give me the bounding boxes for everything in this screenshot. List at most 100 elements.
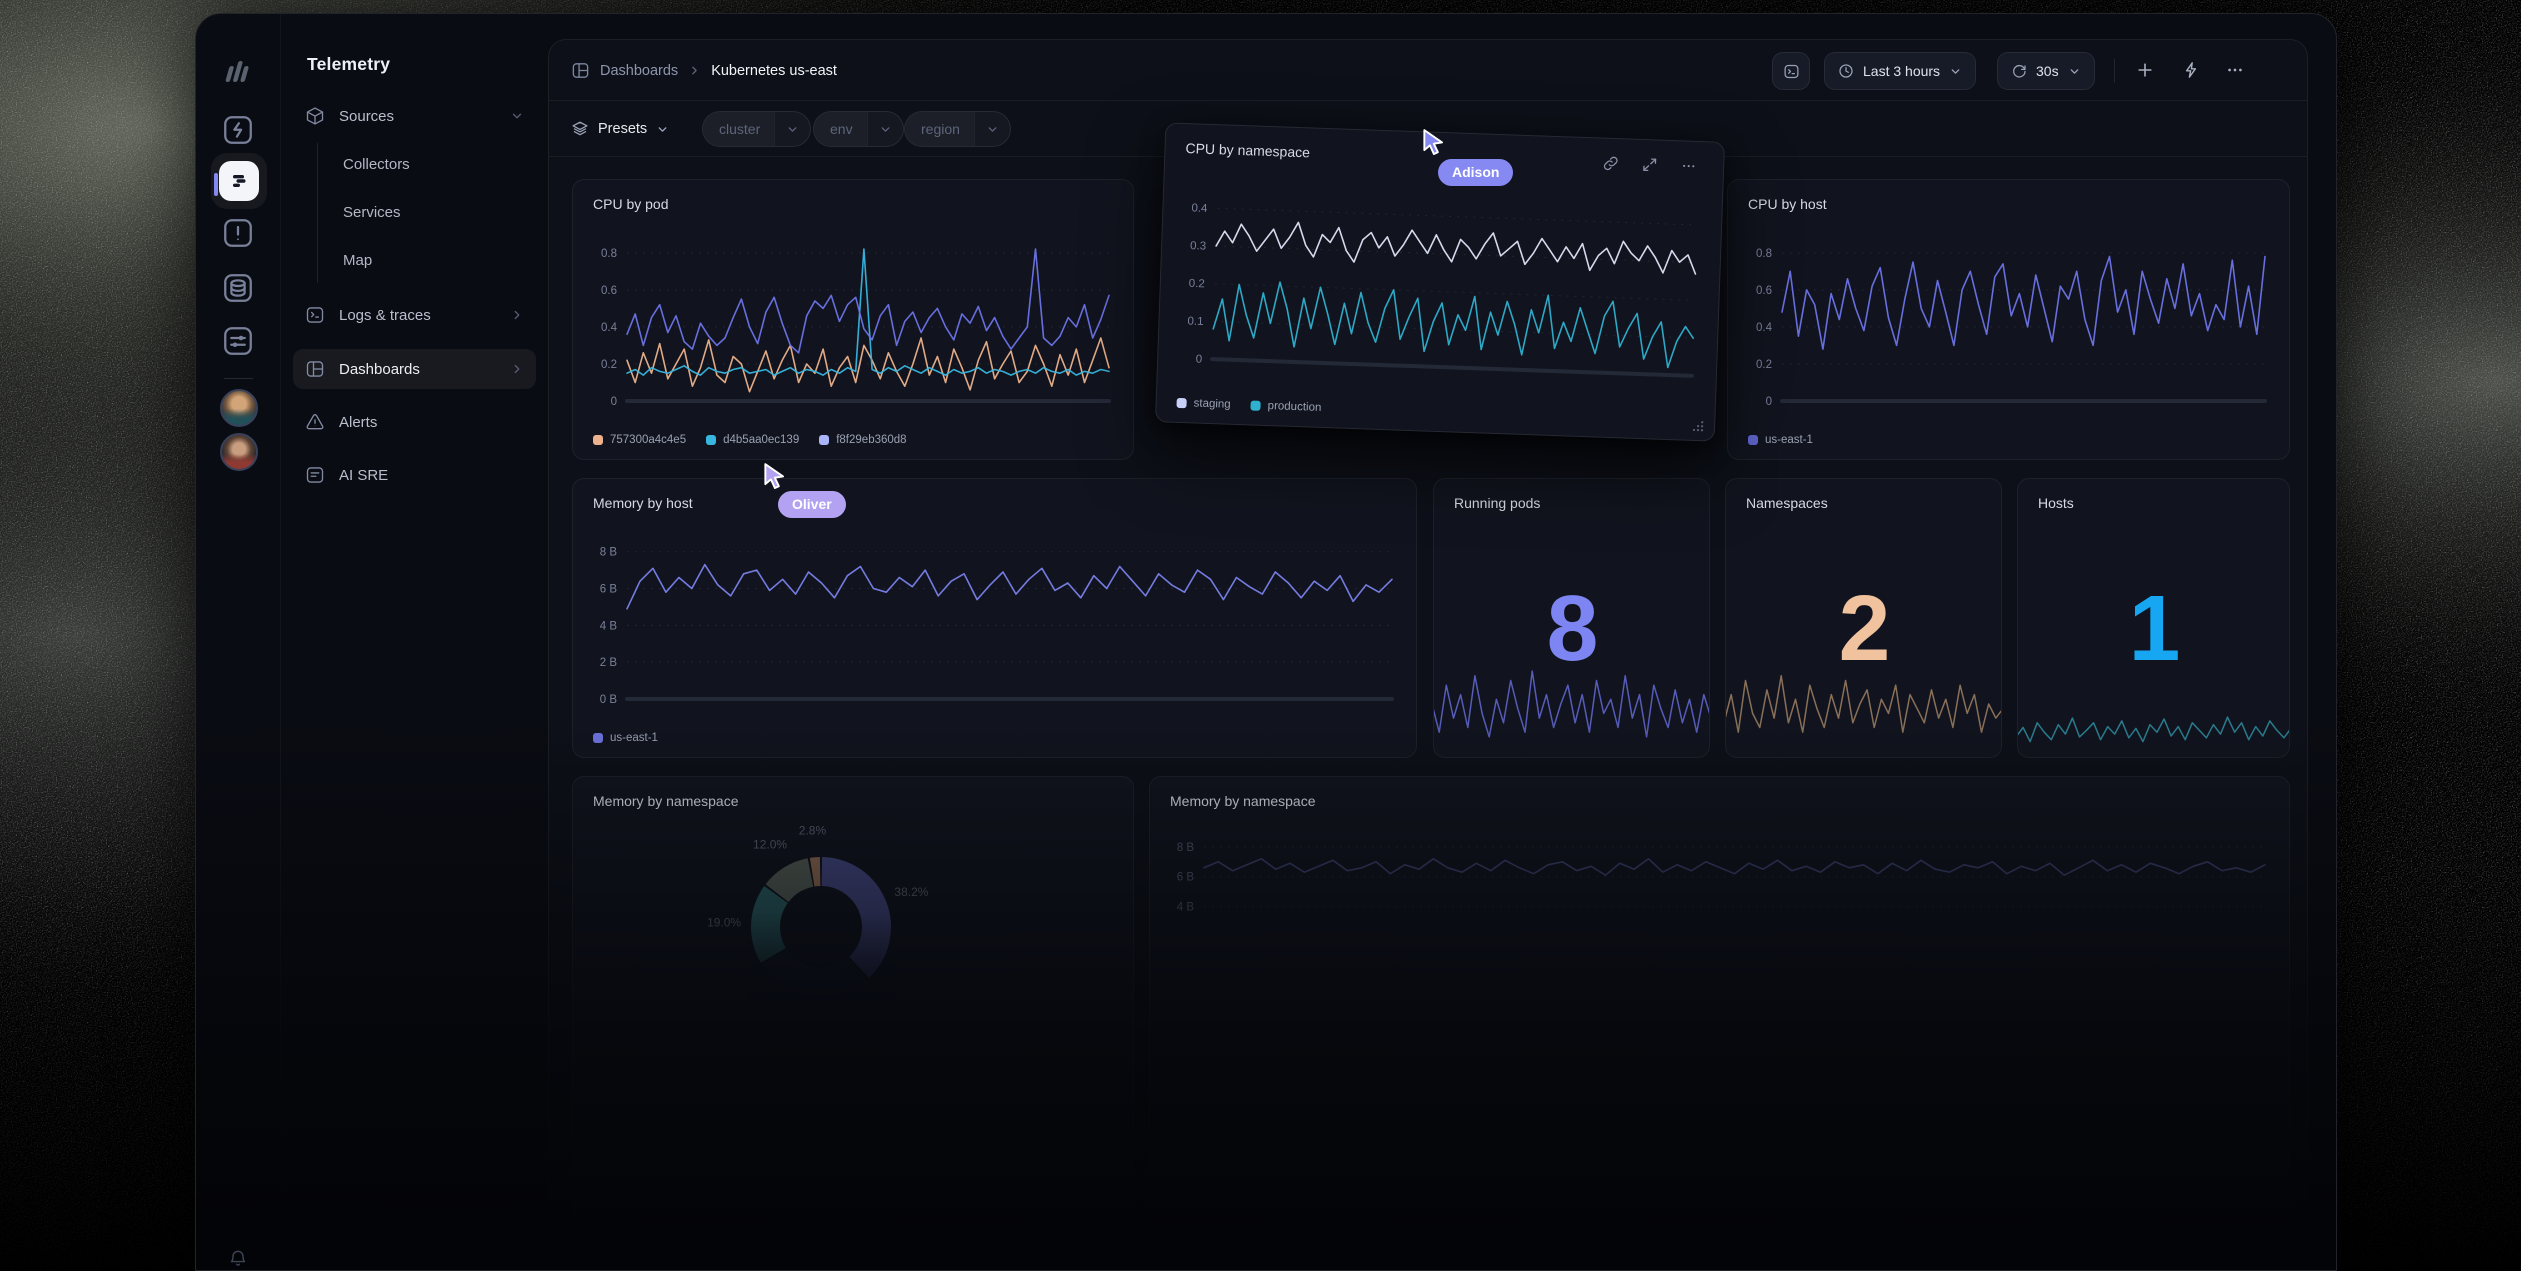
filter-chip-label: region (905, 112, 974, 146)
settings-sliders-icon[interactable] (220, 323, 256, 359)
svg-text:0.2: 0.2 (1756, 359, 1772, 371)
chevron-down-icon[interactable] (866, 112, 903, 146)
zap-button[interactable] (2182, 61, 2201, 80)
svg-text:0.6: 0.6 (1756, 285, 1772, 297)
svg-text:8 B: 8 B (1177, 842, 1195, 854)
panel-title: CPU by namespace (1185, 140, 1311, 161)
time-range-selector[interactable]: Last 3 hours (1824, 52, 1977, 90)
toolbar-divider (2114, 59, 2115, 83)
legend-item[interactable]: us-east-1 (593, 732, 658, 744)
panel-title: Running pods (1454, 495, 1541, 511)
chevron-down-icon (2068, 65, 2081, 78)
refresh-interval-value: 30s (2036, 63, 2059, 79)
legend-item[interactable]: f8f29eb360d8 (819, 434, 907, 446)
filter-chip-cluster[interactable]: cluster (702, 111, 812, 147)
quickstart-icon[interactable] (220, 112, 256, 148)
terminal-icon (305, 305, 325, 325)
panel-memory-by-host[interactable]: Memory by host 0 B 2 B 4 B 6 B 8 B us-east-1 (572, 478, 1417, 758)
stat-value: 1 (2128, 576, 2181, 680)
legend-swatch (593, 733, 603, 743)
legend-item[interactable]: production (1250, 399, 1322, 414)
app-title: Telemetry (307, 54, 391, 74)
svg-text:0.4: 0.4 (601, 322, 618, 334)
panel-cpu-by-namespace[interactable]: CPU by namespace 0 0.1 0.2 0.3 0.4 staging pr… (1154, 122, 1726, 442)
sidebar-item-ai-sre[interactable]: AI SRE (293, 455, 536, 495)
sidebar-item-alerts[interactable]: Alerts (293, 402, 536, 442)
chart-canvas: 0 0.2 0.4 0.6 0.8 (1738, 224, 2277, 413)
collectors-tile-icon[interactable] (219, 161, 259, 201)
chevron-right-icon (510, 308, 524, 322)
avatar[interactable] (220, 433, 258, 471)
panel-title: Namespaces (1746, 495, 1828, 511)
legend-swatch (1250, 400, 1261, 411)
notifications-bell-icon[interactable] (228, 1248, 248, 1268)
header-bar: Dashboards Kubernetes us-east Last 3 (549, 40, 2307, 101)
panel-title: Hosts (2038, 495, 2074, 511)
svg-text:0.8: 0.8 (601, 248, 617, 260)
sidebar-item-logs-traces[interactable]: Logs & traces (293, 295, 536, 335)
stat-value: 8 (1546, 576, 1599, 680)
sidebar-item-services[interactable]: Services (343, 204, 401, 221)
panel-actions (1602, 155, 1698, 175)
database-icon[interactable] (220, 270, 256, 306)
rail-divider (224, 378, 253, 379)
legend-item[interactable]: d4b5aa0ec139 (706, 434, 799, 446)
breadcrumb-dashboards-link[interactable]: Dashboards (600, 62, 679, 79)
sidebar-item-label: Alerts (339, 413, 378, 431)
chart-canvas: 0 0.1 0.2 0.3 0.4 (1168, 178, 1710, 389)
sidebar-item-label: Sources (339, 107, 395, 125)
panel-more-icon[interactable] (1680, 157, 1698, 175)
dashboard-layout-icon (305, 359, 325, 379)
add-panel-button[interactable] (2135, 60, 2155, 80)
main-content-card: Dashboards Kubernetes us-east Last 3 (548, 39, 2308, 1270)
filter-chip-label: env (814, 112, 867, 146)
avatar[interactable] (220, 389, 258, 427)
sidebar-item-map[interactable]: Map (343, 252, 373, 269)
legend-label: staging (1193, 397, 1231, 411)
panel-title: CPU by pod (593, 196, 669, 212)
chevron-down-icon (656, 123, 669, 136)
app-logo-icon (223, 58, 253, 84)
panel-running-pods[interactable]: Running pods 8 (1433, 478, 1710, 758)
panel-namespaces[interactable]: Namespaces 2 (1725, 478, 2002, 758)
legend-item[interactable]: us-east-1 (1748, 434, 1813, 446)
note-icon (305, 465, 325, 485)
sidebar-item-collectors[interactable]: Collectors (343, 156, 410, 173)
legend-label: d4b5aa0ec139 (723, 434, 800, 446)
stat-value: 2 (1838, 576, 1891, 680)
chevron-right-icon (510, 362, 524, 376)
refresh-interval-selector[interactable]: 30s (1997, 52, 2095, 90)
presets-dropdown[interactable]: Presets (571, 111, 669, 147)
filter-chip-region[interactable]: region (904, 111, 1011, 147)
panel-memory-by-namespace-line[interactable]: Memory by namespace 4 B 6 B 8 B (1149, 776, 2290, 1246)
legend-item[interactable]: 757300a4c4e5 (593, 434, 686, 446)
chevron-down-icon[interactable] (973, 112, 1010, 146)
link-icon[interactable] (1602, 155, 1620, 173)
chart-legend: 757300a4c4e5 d4b5aa0ec139 f8f29eb360d8 (593, 434, 907, 446)
chevron-down-icon[interactable] (774, 112, 810, 146)
filter-chip-env[interactable]: env (813, 111, 904, 147)
chevron-down-icon (510, 109, 524, 123)
svg-text:4 B: 4 B (1177, 901, 1195, 913)
panel-hosts[interactable]: Hosts 1 (2017, 478, 2290, 758)
sidebar-item-sources[interactable]: Sources (293, 96, 536, 136)
expand-icon[interactable] (1641, 156, 1659, 174)
legend-item[interactable]: staging (1176, 397, 1231, 411)
panel-cpu-by-pod[interactable]: CPU by pod 0 0.2 0.4 0.6 0.8 757300a4c4e5 d4b… (572, 179, 1134, 460)
chart-legend: us-east-1 (1748, 434, 1813, 446)
legend-label: us-east-1 (610, 732, 658, 744)
chart-legend: us-east-1 (593, 732, 658, 744)
sidebar-item-dashboards[interactable]: Dashboards (293, 349, 536, 389)
legend-swatch (1176, 397, 1187, 409)
resize-handle-icon[interactable] (1692, 420, 1704, 432)
console-toggle-button[interactable] (1772, 52, 1810, 90)
svg-text:6 B: 6 B (1177, 872, 1195, 884)
more-options-button[interactable] (2225, 60, 2245, 80)
svg-text:0.4: 0.4 (1756, 322, 1773, 334)
panel-memory-by-namespace-donut[interactable]: Memory by namespace 38.2% 19.0% 12.0% 2.8% (572, 776, 1134, 1246)
incidents-icon[interactable] (220, 215, 256, 251)
breadcrumb-current-page: Kubernetes us-east (711, 62, 837, 79)
panel-cpu-by-host[interactable]: CPU by host 0 0.2 0.4 0.6 0.8 us-east-1 (1727, 179, 2290, 460)
svg-text:4 B: 4 B (600, 620, 618, 632)
svg-text:0: 0 (611, 396, 617, 408)
